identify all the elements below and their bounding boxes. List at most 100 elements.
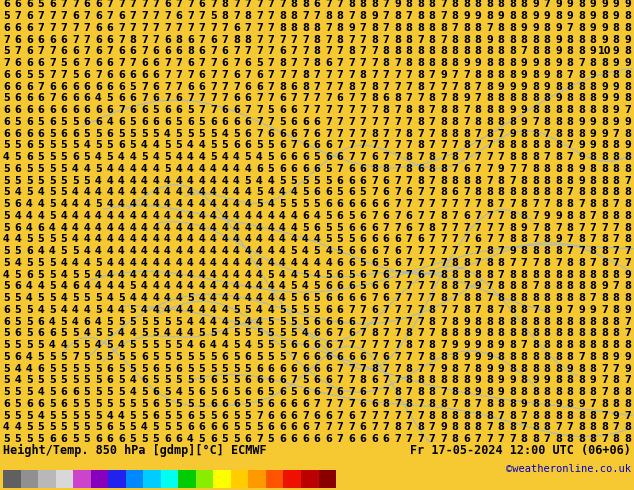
- Text: 5: 5: [337, 187, 344, 197]
- Text: 7: 7: [325, 35, 332, 45]
- Text: 7: 7: [613, 364, 619, 373]
- Text: 4: 4: [187, 317, 194, 326]
- Text: 5: 5: [164, 422, 171, 432]
- Text: 5: 5: [84, 152, 90, 162]
- Text: 8: 8: [544, 94, 550, 103]
- Text: 6: 6: [176, 105, 183, 115]
- Text: 6: 6: [72, 281, 79, 292]
- Text: 7: 7: [198, 105, 205, 115]
- Text: 5: 5: [198, 411, 205, 420]
- Text: 7: 7: [532, 199, 539, 209]
- Text: 7: 7: [210, 94, 217, 103]
- Text: 8: 8: [475, 422, 481, 432]
- Text: 5: 5: [129, 140, 136, 150]
- Text: 6: 6: [118, 434, 125, 444]
- Text: 8: 8: [451, 47, 458, 56]
- Text: 6: 6: [383, 434, 389, 444]
- Text: 4: 4: [60, 305, 67, 315]
- Text: 4: 4: [72, 211, 79, 221]
- Text: 5: 5: [210, 364, 217, 373]
- Text: 7: 7: [532, 281, 539, 292]
- Text: 4: 4: [245, 340, 251, 350]
- Text: 4: 4: [210, 187, 217, 197]
- Text: 8: 8: [521, 317, 527, 326]
- Text: 9: 9: [463, 94, 470, 103]
- Text: 4: 4: [325, 258, 332, 268]
- Text: 6: 6: [325, 293, 332, 303]
- Text: 8: 8: [498, 317, 505, 326]
- Text: 6: 6: [337, 293, 344, 303]
- Text: 5: 5: [118, 352, 125, 362]
- Text: 7: 7: [290, 352, 297, 362]
- Text: 9: 9: [451, 340, 458, 350]
- Text: 8: 8: [463, 375, 470, 385]
- Text: 7: 7: [176, 58, 183, 68]
- Text: 4: 4: [129, 270, 136, 280]
- Text: 6: 6: [359, 422, 366, 432]
- Text: 6: 6: [348, 187, 355, 197]
- Text: 5: 5: [3, 187, 10, 197]
- Text: 8: 8: [440, 375, 447, 385]
- Bar: [74, 470, 91, 488]
- Text: 8: 8: [578, 375, 585, 385]
- Text: 8: 8: [567, 47, 574, 56]
- Text: 7: 7: [567, 234, 574, 245]
- Text: 8: 8: [279, 58, 286, 68]
- Text: 5: 5: [37, 258, 44, 268]
- Text: 7: 7: [129, 58, 136, 68]
- Text: 9: 9: [567, 364, 574, 373]
- Text: 8: 8: [382, 47, 389, 56]
- Text: 7: 7: [486, 434, 493, 444]
- Text: 8: 8: [521, 175, 527, 186]
- Text: 8: 8: [509, 222, 516, 233]
- Text: 6: 6: [60, 35, 67, 45]
- Text: 5: 5: [118, 293, 125, 303]
- Text: 4: 4: [107, 246, 113, 256]
- Text: 8: 8: [521, 129, 527, 139]
- Text: 5: 5: [15, 117, 21, 127]
- Text: 7: 7: [451, 82, 458, 92]
- Text: 5: 5: [245, 175, 251, 186]
- Text: 7: 7: [475, 82, 481, 92]
- Text: 8: 8: [624, 47, 631, 56]
- Text: 6: 6: [26, 23, 33, 33]
- Text: 8: 8: [532, 328, 539, 338]
- Text: 6: 6: [348, 293, 355, 303]
- Text: 5: 5: [72, 117, 79, 127]
- Text: 7: 7: [245, 0, 251, 9]
- Text: 8: 8: [451, 270, 458, 280]
- Text: 4: 4: [256, 258, 263, 268]
- Text: 8: 8: [578, 422, 585, 432]
- Text: 8: 8: [451, 258, 458, 268]
- Text: 8: 8: [382, 105, 389, 115]
- Text: 7: 7: [601, 434, 608, 444]
- Text: 6: 6: [337, 175, 344, 186]
- Text: 4: 4: [49, 246, 56, 256]
- Text: 8: 8: [601, 105, 608, 115]
- Text: 8: 8: [429, 23, 436, 33]
- Text: 5: 5: [84, 270, 90, 280]
- Text: 5: 5: [84, 352, 90, 362]
- Text: 4: 4: [141, 211, 148, 221]
- Text: 7: 7: [475, 211, 481, 221]
- Text: 5: 5: [256, 199, 263, 209]
- Text: 5: 5: [233, 129, 240, 139]
- Text: 6: 6: [383, 94, 389, 103]
- Text: 7: 7: [383, 140, 389, 150]
- Text: 7: 7: [371, 211, 378, 221]
- Text: 4: 4: [233, 281, 240, 292]
- Text: 6: 6: [325, 328, 332, 338]
- Text: 8: 8: [417, 23, 424, 33]
- Text: 8: 8: [417, 82, 424, 92]
- Text: 4: 4: [290, 258, 297, 268]
- Text: 5: 5: [60, 234, 67, 245]
- Text: 9: 9: [590, 305, 597, 315]
- Text: 4: 4: [268, 234, 275, 245]
- Text: 7: 7: [440, 317, 447, 326]
- Text: 8: 8: [521, 364, 527, 373]
- Text: 6: 6: [198, 422, 205, 432]
- Text: 4: 4: [72, 222, 79, 233]
- Text: 8: 8: [498, 175, 505, 186]
- Text: 5: 5: [268, 270, 275, 280]
- Text: 7: 7: [394, 352, 401, 362]
